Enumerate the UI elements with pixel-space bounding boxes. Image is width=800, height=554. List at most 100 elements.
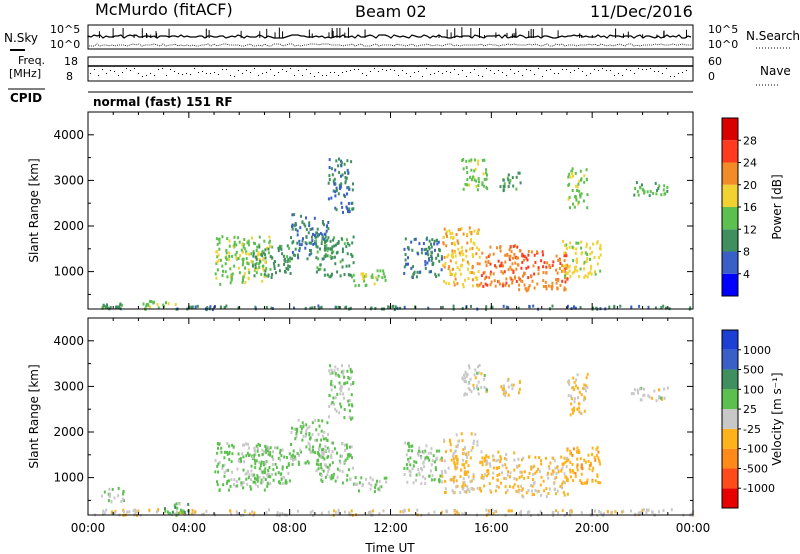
data-cell — [412, 481, 415, 485]
data-cell — [508, 255, 511, 258]
data-cell — [660, 397, 663, 401]
data-cell — [292, 449, 295, 453]
data-cell — [344, 176, 347, 179]
data-cell — [223, 306, 226, 310]
data-cell — [262, 257, 265, 261]
data-cell — [341, 205, 344, 209]
data-cell — [344, 179, 347, 183]
data-cell — [571, 271, 574, 275]
data-cell — [267, 475, 270, 479]
data-cell — [404, 237, 407, 241]
data-cell — [520, 279, 523, 283]
data-cell — [591, 446, 594, 450]
data-cell — [332, 441, 335, 445]
data-cell — [330, 196, 333, 200]
data-cell — [349, 453, 352, 457]
data-cell — [470, 479, 473, 483]
data-cell — [495, 265, 498, 269]
data-cell — [568, 172, 571, 176]
data-cell — [348, 403, 351, 407]
data-cell — [350, 160, 353, 164]
data-cell — [480, 281, 483, 285]
nave-point — [554, 73, 555, 74]
nave-point — [162, 68, 163, 69]
data-cell — [242, 276, 245, 280]
data-cell — [252, 473, 255, 477]
data-cell — [343, 193, 346, 197]
data-cell — [269, 451, 272, 455]
data-cell — [471, 246, 474, 250]
data-cell — [485, 171, 488, 175]
data-cell — [305, 216, 307, 220]
data-cell — [460, 468, 463, 472]
data-cell — [298, 246, 301, 250]
data-cell — [347, 202, 350, 205]
data-cell — [572, 447, 575, 451]
data-cell — [470, 239, 472, 243]
data-cell — [222, 269, 224, 273]
data-cell — [630, 392, 633, 396]
data-cell — [456, 466, 459, 470]
data-cell — [434, 468, 437, 472]
data-cell — [518, 171, 521, 175]
data-cell — [250, 464, 253, 468]
data-cell — [320, 474, 323, 478]
data-cell — [501, 471, 503, 475]
data-cell — [408, 469, 411, 473]
data-cell — [328, 415, 330, 419]
data-cell — [230, 275, 233, 279]
data-cell — [437, 253, 439, 257]
data-cell — [315, 239, 317, 243]
data-cell — [301, 438, 304, 442]
data-cell — [311, 421, 314, 425]
data-cell — [245, 250, 248, 254]
data-cell — [339, 461, 342, 465]
data-cell — [321, 419, 324, 423]
data-cell — [296, 452, 299, 455]
data-cell — [258, 262, 260, 266]
data-cell — [501, 464, 504, 468]
data-cell — [262, 264, 265, 268]
data-cell — [290, 236, 292, 240]
data-cell — [563, 456, 566, 460]
data-cell — [296, 241, 299, 245]
data-cell — [521, 252, 524, 256]
data-cell — [248, 446, 251, 450]
data-cell — [321, 233, 324, 237]
data-cell — [445, 281, 448, 285]
data-cell — [585, 376, 588, 380]
data-cell — [287, 267, 290, 271]
data-cell — [225, 248, 228, 252]
data-cell — [512, 244, 515, 248]
data-cell — [283, 476, 286, 479]
nave-point — [282, 69, 283, 70]
data-cell — [247, 262, 250, 266]
data-cell — [367, 511, 370, 515]
data-cell — [329, 364, 332, 368]
data-cell — [441, 474, 444, 478]
data-cell — [468, 230, 471, 234]
data-cell — [281, 448, 284, 452]
data-cell — [336, 475, 339, 479]
data-cell — [346, 252, 349, 256]
data-cell — [350, 370, 353, 374]
data-cell — [260, 253, 263, 257]
data-cell — [226, 441, 229, 445]
data-cell — [354, 482, 357, 486]
data-cell — [238, 240, 241, 244]
data-cell — [510, 383, 513, 387]
data-cell — [216, 255, 219, 259]
data-cell — [479, 460, 482, 464]
cpid-label: CPID — [10, 91, 42, 105]
nave-point — [638, 68, 639, 69]
data-cell — [550, 472, 553, 476]
data-cell — [341, 250, 344, 254]
nave-point — [266, 72, 267, 73]
nave-point — [610, 70, 611, 71]
data-cell — [475, 184, 478, 188]
data-cell — [647, 508, 650, 512]
data-cell — [467, 451, 470, 455]
data-cell — [635, 181, 638, 185]
data-cell — [340, 237, 343, 241]
data-cell — [576, 446, 579, 450]
